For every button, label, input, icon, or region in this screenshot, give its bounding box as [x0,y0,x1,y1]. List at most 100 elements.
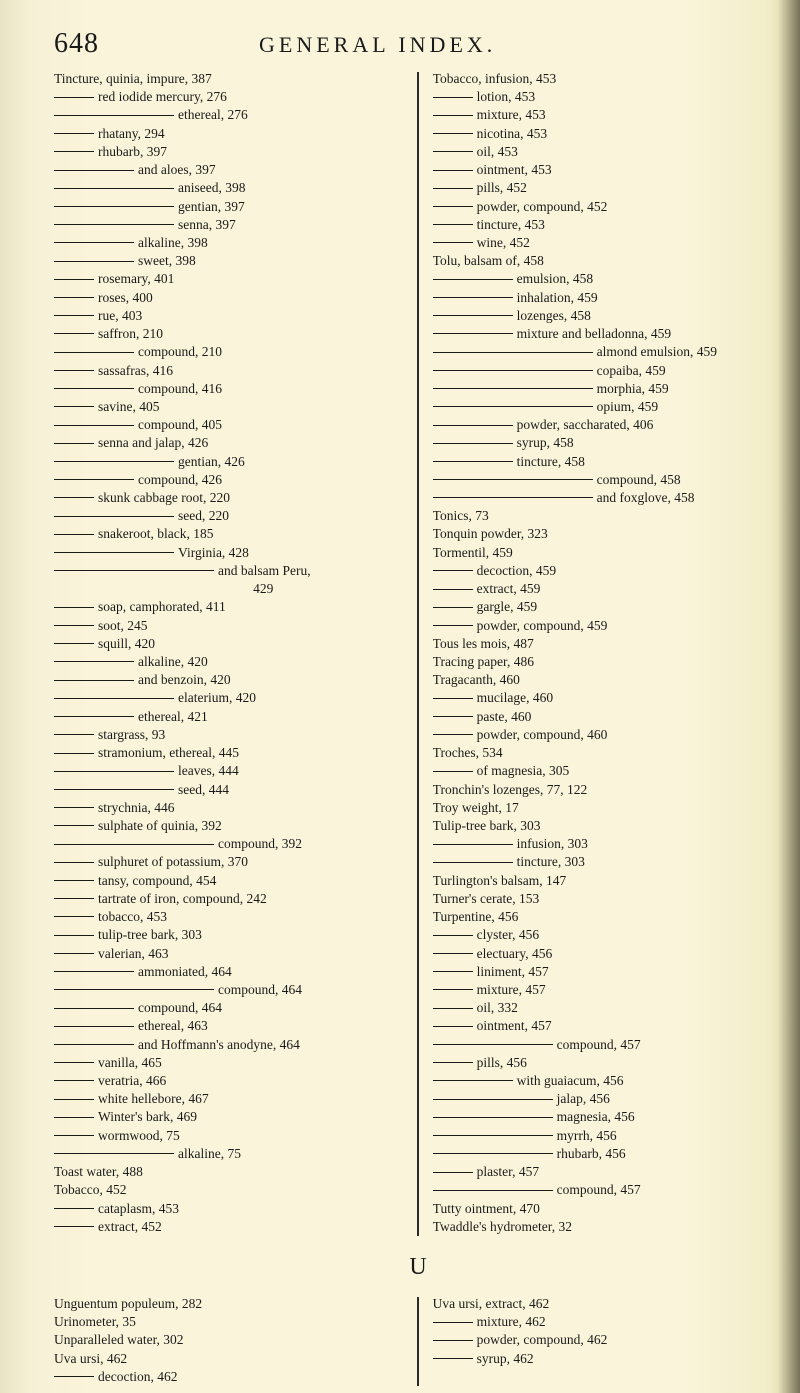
entry-text: compound, 457 [557,1037,641,1052]
ditto-dash [54,807,94,808]
entry-text: Tous les mois, 487 [433,636,534,651]
index-entry: soot, 245 [54,617,407,635]
entry-text: gargle, 459 [477,599,538,614]
index-entry: powder, compound, 452 [433,198,776,216]
index-entry: mucilage, 460 [433,689,776,707]
entry-text: Uva ursi, 462 [54,1351,127,1366]
entry-text: powder, saccharated, 406 [517,417,654,432]
index-entry: Tobacco, infusion, 453 [433,70,776,88]
ditto-dash [54,1008,134,1009]
index-entry: ointment, 457 [433,1017,776,1035]
entry-text: Turlington's balsam, 147 [433,873,567,888]
entry-text: veratria, 466 [98,1073,166,1088]
entry-text: jalap, 456 [557,1091,610,1106]
ditto-dash [54,1080,94,1081]
ditto-dash [433,151,473,152]
ditto-dash [433,1190,553,1191]
ditto-dash [54,971,134,972]
entry-text: powder, compound, 462 [477,1332,608,1347]
entry-text: sassafras, 416 [98,363,173,378]
index-entry: extract, 459 [433,580,776,598]
ditto-dash [433,1153,553,1154]
ditto-dash [54,552,174,553]
entry-text: compound, 458 [597,472,681,487]
entry-text: rue, 403 [98,308,142,323]
entry-text: magnesia, 456 [557,1109,635,1124]
ditto-dash [54,516,174,517]
entry-text: and benzoin, 420 [138,672,231,687]
entry-text: powder, compound, 460 [477,727,608,742]
entry-text: ammoniated, 464 [138,964,232,979]
index-entry: oil, 332 [433,999,776,1017]
ditto-dash [54,242,134,243]
index-entry: roses, 400 [54,289,407,307]
entry-text: myrrh, 456 [557,1128,617,1143]
entry-text: pills, 452 [477,180,527,195]
index-entry: decoction, 459 [433,562,776,580]
index-entry: lozenges, 458 [433,307,776,325]
index-entry: veratria, 466 [54,1072,407,1090]
entry-text: senna and jalap, 426 [98,435,208,450]
entry-text: tobacco, 453 [98,909,167,924]
entry-text: tincture, 303 [517,854,585,869]
entry-text: rhubarb, 456 [557,1146,626,1161]
ditto-dash [433,388,593,389]
index-entry: ammoniated, 464 [54,963,407,981]
index-entry: mixture, 462 [433,1313,776,1331]
entry-text: compound, 416 [138,381,222,396]
index-entry: liniment, 457 [433,963,776,981]
ditto-dash [54,862,94,863]
ditto-dash [54,607,94,608]
entry-text: sulphuret of potassium, 370 [98,854,248,869]
ditto-dash [54,425,134,426]
index-entry: infusion, 303 [433,835,776,853]
ditto-dash [433,97,473,98]
index-entry: syrup, 462 [433,1350,776,1368]
page-title: GENERAL INDEX. [259,32,496,58]
entry-text: copaiba, 459 [597,363,666,378]
ditto-dash [54,825,94,826]
index-entry: magnesia, 456 [433,1108,776,1126]
entry-text: leaves, 444 [178,763,239,778]
index-entry: rhubarb, 456 [433,1145,776,1163]
ditto-dash [433,1026,473,1027]
ditto-dash [433,242,473,243]
index-entry: almond emulsion, 459 [433,343,776,361]
ditto-dash [433,589,473,590]
entry-text: Tracing paper, 486 [433,654,534,669]
entry-text: extract, 459 [477,581,541,596]
entry-text: Virginia, 428 [178,545,249,560]
entry-text: seed, 220 [178,508,229,523]
ditto-dash [433,370,593,371]
index-entry: syrup, 458 [433,434,776,452]
entry-text: snakeroot, black, 185 [98,526,213,541]
entry-text: mixture and belladonna, 459 [517,326,671,341]
entry-text: Tobacco, 452 [54,1182,127,1197]
index-entry: Tutty ointment, 470 [433,1200,776,1218]
entry-text: decoction, 459 [477,563,556,578]
index-entry: wormwood, 75 [54,1127,407,1145]
index-entry: with guaiacum, 456 [433,1072,776,1090]
index-entry: Tobacco, 452 [54,1181,407,1199]
index-entry: and aloes, 397 [54,161,407,179]
entry-text: savine, 405 [98,399,160,414]
ditto-dash [433,133,473,134]
index-entry: morphia, 459 [433,380,776,398]
index-entry: savine, 405 [54,398,407,416]
entry-text: rhatany, 294 [98,126,165,141]
index-entry: Toast water, 488 [54,1163,407,1181]
entry-text: powder, compound, 459 [477,618,608,633]
ditto-dash [54,661,134,662]
entry-text: wormwood, 75 [98,1128,180,1143]
ditto-dash [433,1135,553,1136]
index-entry: seed, 444 [54,781,407,799]
ditto-dash [433,1358,473,1359]
entry-text: rhubarb, 397 [98,144,167,159]
entry-text: strychnia, 446 [98,800,175,815]
entry-text: and foxglove, 458 [597,490,695,505]
ditto-dash [433,844,513,845]
index-entry: tincture, 303 [433,853,776,871]
index-entry: jalap, 456 [433,1090,776,1108]
index-entry: elaterium, 420 [54,689,407,707]
index-entry: rhubarb, 397 [54,143,407,161]
